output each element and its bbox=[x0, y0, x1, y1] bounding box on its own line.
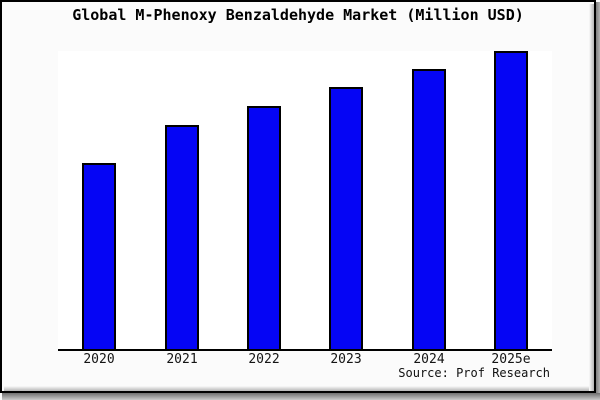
source-credit: Source: Prof Research bbox=[398, 366, 550, 380]
frame-shadow-right bbox=[596, 2, 600, 400]
x-tick-label-2021: 2021 bbox=[166, 352, 198, 367]
frame-bevel-bottom bbox=[4, 386, 589, 391]
frame-bevel-right bbox=[589, 4, 594, 391]
x-tick-label-2024: 2024 bbox=[413, 352, 445, 367]
x-tick-label-2023: 2023 bbox=[330, 352, 362, 367]
x-tick-label-2020: 2020 bbox=[83, 352, 115, 367]
plot-area bbox=[58, 51, 552, 350]
x-tick-label-2025e: 2025e bbox=[491, 352, 531, 367]
x-axis-line bbox=[58, 349, 552, 351]
x-tick-label-2022: 2022 bbox=[248, 352, 280, 367]
chart-title: Global M-Phenoxy Benzaldehyde Market (Mi… bbox=[72, 6, 524, 24]
frame-shadow-bottom bbox=[2, 393, 600, 400]
